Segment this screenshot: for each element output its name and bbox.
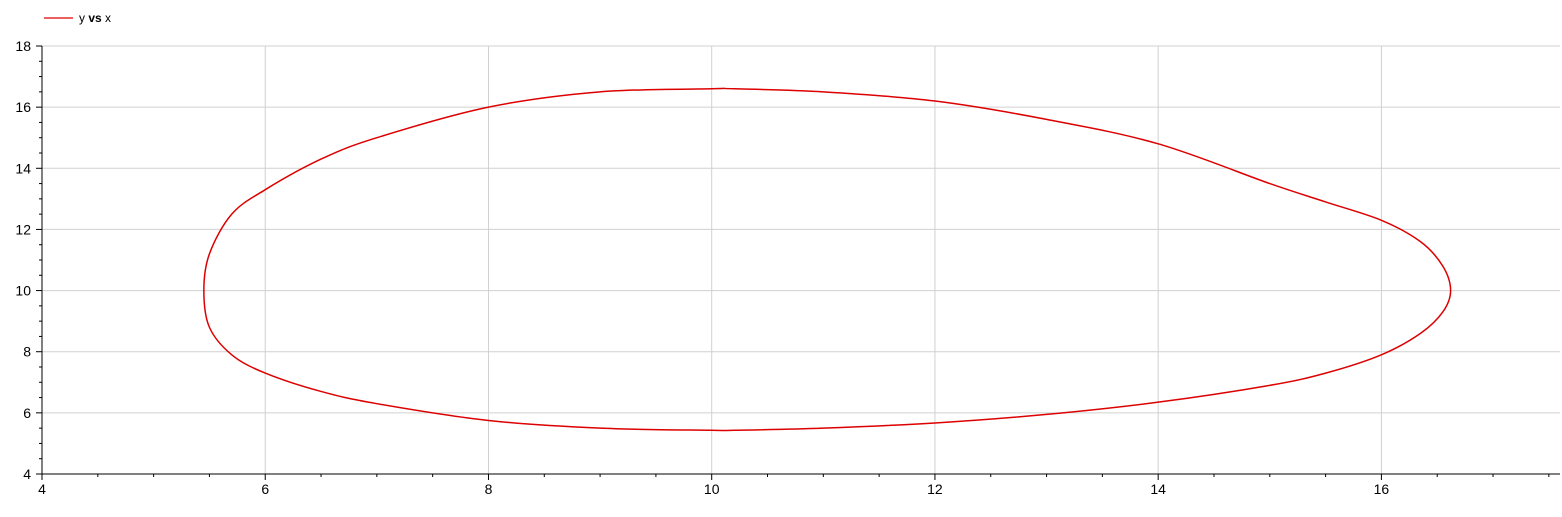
legend-label-y: y: [79, 11, 88, 25]
y-tick-label: 10: [15, 283, 31, 299]
x-tick-label: 12: [927, 481, 943, 497]
x-tick-label: 4: [38, 481, 46, 497]
legend-label: y vs x: [79, 11, 111, 25]
legend-label-vs: vs: [88, 11, 102, 25]
y-tick-label: 6: [23, 405, 31, 421]
y-tick-label: 12: [15, 221, 31, 237]
y-tick-label: 14: [15, 160, 31, 176]
y-tick-label: 18: [15, 38, 31, 54]
grid-lines: [42, 45, 1560, 474]
tick-labels: 4 6 8 10 12 14 16 4 6 8 10 12 14 16 18: [15, 38, 1389, 497]
x-tick-label: 14: [1150, 481, 1166, 497]
x-tick-label: 10: [704, 481, 720, 497]
x-tick-label: 6: [261, 481, 269, 497]
y-tick-label: 4: [23, 466, 31, 482]
x-tick-label: 8: [485, 481, 493, 497]
axes: [41, 46, 1560, 475]
x-tick-label: 16: [1374, 481, 1390, 497]
legend-label-x: x: [102, 11, 111, 25]
series-layer: [203, 87, 1452, 432]
axis-ticks: [36, 45, 1550, 480]
series-line: [203, 87, 1452, 432]
legend: y vs x: [44, 11, 111, 25]
y-tick-label: 16: [15, 99, 31, 115]
y-tick-label: 8: [23, 344, 31, 360]
